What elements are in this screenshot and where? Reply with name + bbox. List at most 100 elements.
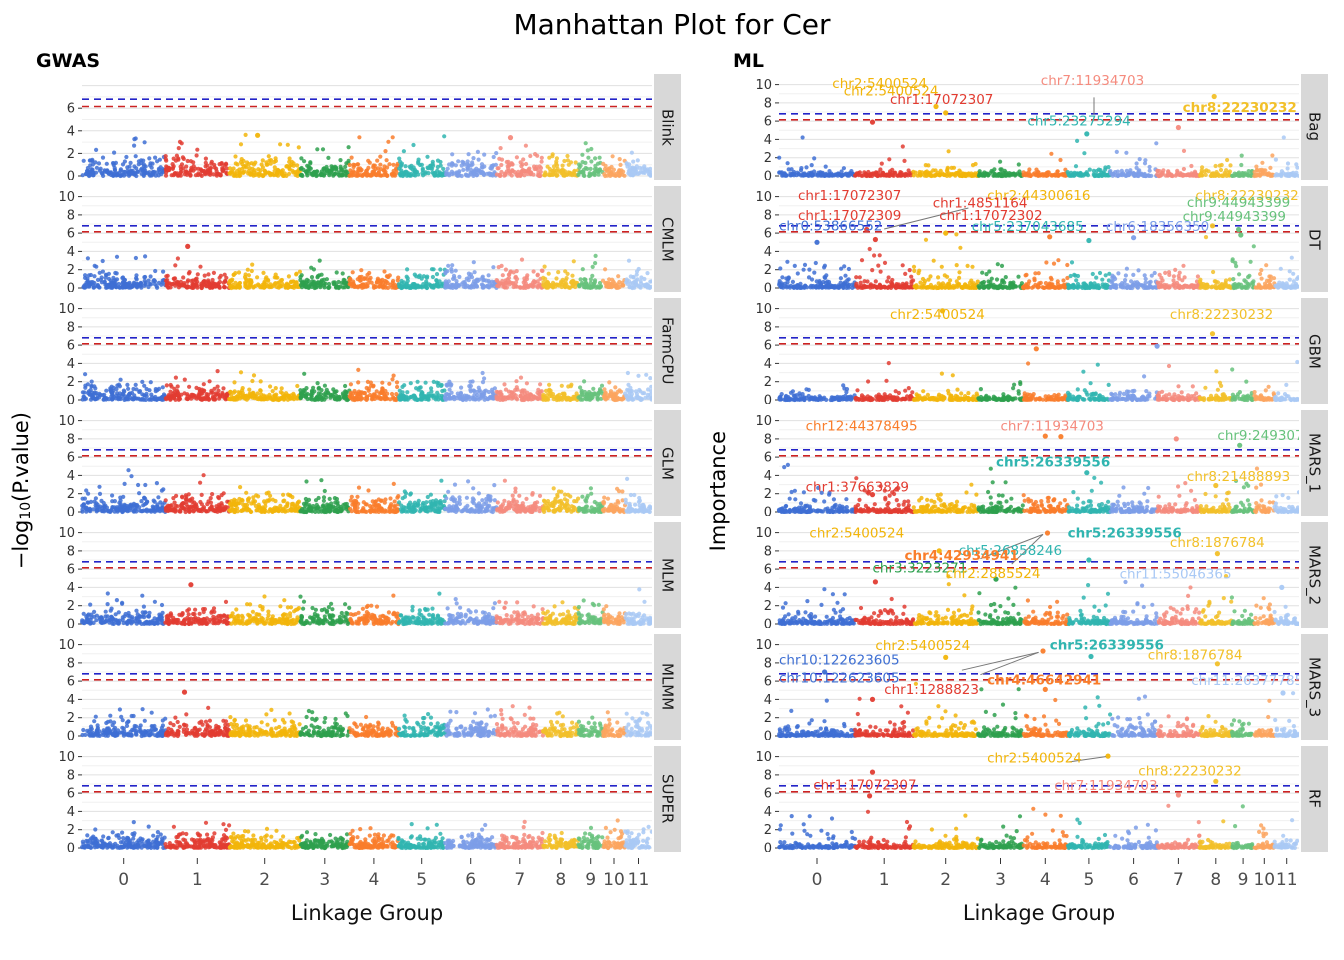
snp-annotation: chr9:44943399	[1183, 209, 1286, 225]
svg-text:10: 10	[58, 190, 75, 205]
column-header-ml: ML	[733, 50, 765, 72]
highlight-points-layer	[869, 93, 1217, 137]
svg-text:2: 2	[67, 263, 75, 278]
snp-annotation: chr4:42934941	[905, 548, 1019, 564]
plot-grid: −log10(P.value) GWAS 0 2 4 6 Blink 0 2 4 6 8 10 CML…	[0, 50, 1344, 932]
x-tick-label: 10	[603, 870, 625, 890]
y-axis-label-ml: Importance	[705, 50, 733, 932]
snp-annotation: chr6:18356350	[1106, 219, 1209, 235]
facet-row-RF: 0 2 4 6 8 10 chr2:5400524 chr8:22230232 chr1:170…	[733, 746, 1328, 852]
facet-plot-GLM: 0 2 4 6 8 10	[36, 410, 652, 516]
annotation-leader-line	[961, 651, 1039, 671]
facet-row-MARS_2: 0 2 4 6 8 10 chr2:5400524 chr5:26339556 chr8:187…	[733, 522, 1328, 628]
x-tick-label: 10	[1253, 870, 1275, 890]
chart-title: Manhattan Plot for Cer	[513, 8, 831, 41]
highlight-points-layer	[255, 132, 514, 141]
snp-annotation: chr1:4851164	[933, 196, 1028, 212]
points-layer	[80, 367, 652, 403]
points-layer	[80, 132, 652, 179]
points-layer	[777, 681, 1299, 739]
snp-annotation: chr2:5400524	[844, 84, 939, 100]
svg-text:8: 8	[67, 320, 75, 335]
facet-strip-MARS_3: MARS_3	[1301, 634, 1328, 740]
snp-annotation: chr10:122623605	[779, 671, 900, 687]
x-tick-label: 9	[585, 870, 596, 890]
snp-annotation: chr1:17072302	[939, 208, 1042, 224]
snp-annotation: chr7:11934703	[1054, 778, 1157, 794]
svg-text:6: 6	[67, 339, 75, 354]
x-tick-label: 9	[1238, 870, 1249, 890]
facet-label: DT	[1305, 228, 1324, 250]
annotation-leader-line	[980, 651, 1039, 676]
svg-text:10: 10	[58, 414, 75, 429]
snp-annotation: chr5:237043685	[972, 219, 1084, 235]
facet-row-MARS_1: 0 2 4 6 8 10 chr12:44378495 chr7:11934703 chr9:2…	[733, 410, 1328, 516]
svg-text:2: 2	[67, 599, 75, 614]
svg-text:4: 4	[67, 469, 75, 484]
facet-plot-CMLM: 0 2 4 6 8 10	[36, 186, 652, 292]
x-axis-title: Linkage Group	[963, 901, 1115, 925]
svg-text:0: 0	[67, 170, 75, 181]
facet-label: SUPER	[658, 774, 677, 824]
x-tick-label: 11	[1276, 870, 1298, 890]
svg-text:0: 0	[67, 506, 75, 517]
ylabel-sub: 10	[18, 502, 35, 521]
x-tick-label: 6	[465, 870, 476, 890]
points-layer	[80, 468, 652, 515]
x-tick-label: 11	[628, 870, 650, 890]
facet-label: MARS_1	[1305, 432, 1324, 494]
svg-text:0: 0	[67, 618, 75, 629]
x-tick-label: 8	[555, 870, 566, 890]
annotation-leader-line	[1011, 534, 1044, 565]
x-tick-label: 1	[879, 870, 890, 890]
facet-strip-CMLM: CMLM	[654, 186, 681, 292]
points-layer	[776, 462, 1299, 515]
x-tick-label: 7	[514, 870, 525, 890]
x-tick-label: 4	[368, 870, 379, 890]
highlight-points-layer	[181, 689, 188, 695]
facet-row-GBM: 0 2 4 6 8 10 chr2:5400524 chr8:22230232 GBM	[733, 298, 1328, 404]
snp-annotation: chr4:46642941	[987, 672, 1101, 688]
facet-label: MLM	[658, 557, 677, 593]
snp-annotation: chr3:3223271	[873, 560, 968, 576]
ylabel-pre: Importance	[706, 430, 731, 552]
facet-strip-MARS_2: MARS_2	[1301, 522, 1328, 628]
svg-text:4: 4	[67, 124, 75, 139]
facet-row-MARS_3: 0 2 4 6 8 10 chr2:5400524 chr5:26339556 chr8:187…	[733, 634, 1328, 740]
highlight-points-layer	[869, 433, 1243, 498]
facet-row-DT: 0 2 4 6 8 10 chr1:17072307 chr2:44300616 chr8:22…	[733, 186, 1328, 292]
facet-label: Bag	[1305, 112, 1324, 142]
points-layer	[777, 574, 1299, 627]
facet-plot-FarmCPU: 0 2 4 6 8 10	[36, 298, 652, 404]
facet-label: GLM	[658, 446, 677, 480]
svg-text:4: 4	[67, 357, 75, 372]
points-layer	[777, 232, 1299, 291]
snp-annotation: chr8:22230232	[1138, 763, 1241, 779]
facet-strip-FarmCPU: FarmCPU	[654, 298, 681, 404]
svg-text:10: 10	[58, 526, 75, 541]
gwas-column: −log10(P.value) GWAS 0 2 4 6 Blink 0 2 4 6 8 10 CML…	[8, 50, 681, 932]
snp-annotation: chr8:1876784	[1170, 535, 1265, 551]
annotation-leader-line	[1067, 756, 1106, 763]
facet-label: FarmCPU	[658, 317, 677, 385]
highlight-points-layer	[822, 648, 1286, 702]
x-tick-label: 3	[995, 870, 1006, 890]
ml-x-axis: 0 1 2 3 4 5 6 7 8 9 10 11 Linkage Group	[733, 858, 1328, 932]
highlight-points-layer	[867, 753, 1219, 799]
points-layer	[80, 818, 652, 851]
snp-annotation: chr5:26858246	[959, 543, 1062, 559]
snp-annotation: chr10:122623605	[779, 653, 900, 669]
facet-row-Bag: 0 2 4 6 8 10 chr2:5400524 chr2:5400524 chr7:1193…	[733, 74, 1328, 180]
facet-row-MLM: 0 2 4 6 8 10 MLM	[36, 522, 681, 628]
facet-row-Blink: 0 2 4 6 Blink	[36, 74, 681, 180]
svg-text:2: 2	[67, 375, 75, 390]
x-tick-label: 5	[416, 870, 427, 890]
snp-annotation: chr1:17072307	[813, 778, 916, 794]
facet-strip-Blink: Blink	[654, 74, 681, 180]
snp-annotation: chr2:5400524	[875, 638, 970, 654]
points-layer	[81, 253, 652, 291]
x-axis-title: Linkage Group	[291, 901, 443, 925]
x-tick-label: 2	[259, 870, 270, 890]
